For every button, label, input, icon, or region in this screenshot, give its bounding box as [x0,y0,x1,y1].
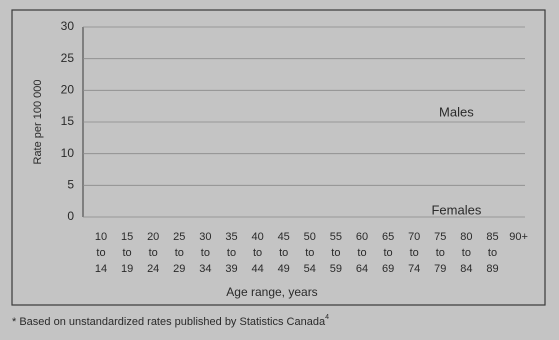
y-tick-label: 25 [61,51,75,65]
series-label: Males [439,105,474,120]
x-tick-label: 90+ [504,229,534,245]
footnote: * Based on unstandardized rates publishe… [12,314,329,328]
x-axis-label: Age range, years [226,285,317,299]
series-label: Females [431,202,481,217]
page: Rate per 100 000 Age range, years * Base… [0,0,559,340]
y-axis-label: Rate per 100 000 [32,79,44,164]
y-tick-label: 30 [61,19,75,33]
y-tick-label: 20 [61,83,75,97]
y-tick-label: 10 [61,146,75,160]
footnote-text: * Based on unstandardized rates publishe… [12,316,326,328]
chart: Rate per 100 000 Age range, years * Base… [0,0,559,340]
y-tick-label: 15 [61,114,75,128]
footnote-ref: 4 [325,314,329,321]
y-tick-label: 5 [67,178,74,192]
y-tick-label: 0 [67,209,74,223]
